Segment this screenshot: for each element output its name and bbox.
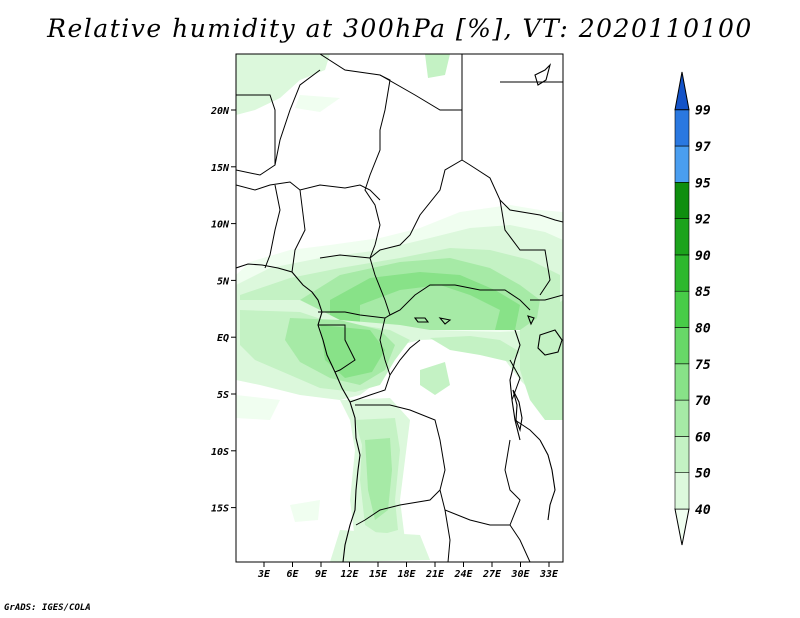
colorbar-segment [674, 472, 690, 510]
colorbar-segment [674, 327, 690, 365]
colorbar-segment [674, 254, 690, 292]
lat-tick-label: 15N [211, 163, 230, 174]
colorbar-label: 95 [695, 176, 711, 191]
lat-tick-label: 10N [211, 220, 230, 231]
lon-tick-label: 15E [369, 569, 388, 580]
colorbar-segment [674, 399, 690, 437]
map-frame [235, 53, 564, 563]
colorbar: 40 50 60 70 75 80 85 90 92 95 97 99 [674, 71, 711, 546]
colorbar-label: 99 [695, 104, 711, 119]
colorbar-segment [674, 145, 690, 183]
colorbar-label: 92 [695, 213, 711, 228]
lat-tick-label: 5N [217, 276, 230, 287]
lat-tick-label: 15S [211, 504, 229, 515]
lon-tick-label: 30E [510, 569, 530, 580]
lon-tick-label: 24E [453, 569, 473, 580]
longitude-axis: 3E 6E 9E 12E 15E 18E 21E 24E 27E 30E 33E [257, 562, 559, 580]
colorbar-label: 50 [695, 467, 711, 482]
colorbar-segment [674, 182, 690, 219]
lat-tick-label: EQ [217, 333, 229, 344]
colorbar-segment [674, 363, 690, 401]
colorbar-label: 60 [695, 430, 711, 445]
colorbar-label: 97 [695, 140, 711, 155]
country-borders [236, 54, 563, 562]
colorbar-label: 80 [695, 322, 711, 337]
latitude-axis: 20N 15N 10N 5N EQ 5S 10S 15S [210, 106, 236, 515]
colorbar-label: 70 [695, 394, 711, 409]
lat-tick-label: 10S [211, 447, 229, 458]
colorbar-segment [674, 290, 690, 328]
lon-tick-label: 27E [482, 569, 502, 580]
colorbar-under-triangle [674, 508, 690, 546]
lon-tick-label: 6E [286, 569, 299, 580]
colorbar-label: 85 [695, 285, 711, 300]
colorbar-label: 75 [695, 358, 711, 373]
lat-tick-label: 20N [210, 106, 230, 117]
chart-title: Relative humidity at 300hPa [%], VT: 202… [47, 14, 753, 43]
colorbar-segment [674, 218, 690, 256]
lon-tick-label: 18E [397, 569, 416, 580]
colorbar-segment [674, 436, 690, 473]
colorbar-segment [674, 109, 690, 147]
lat-tick-label: 5S [217, 390, 229, 401]
colorbar-over-triangle [674, 71, 690, 111]
grads-credit: GrADS: IGES/COLA [4, 603, 91, 613]
colorbar-label: 40 [695, 503, 711, 518]
lon-tick-label: 21E [425, 569, 445, 580]
colorbar-label: 90 [695, 249, 711, 264]
humidity-shading [236, 54, 563, 562]
lon-tick-label: 9E [315, 569, 328, 580]
lon-tick-label: 3E [257, 569, 271, 580]
lon-tick-label: 12E [340, 569, 359, 580]
lon-tick-label: 33E [539, 569, 559, 580]
